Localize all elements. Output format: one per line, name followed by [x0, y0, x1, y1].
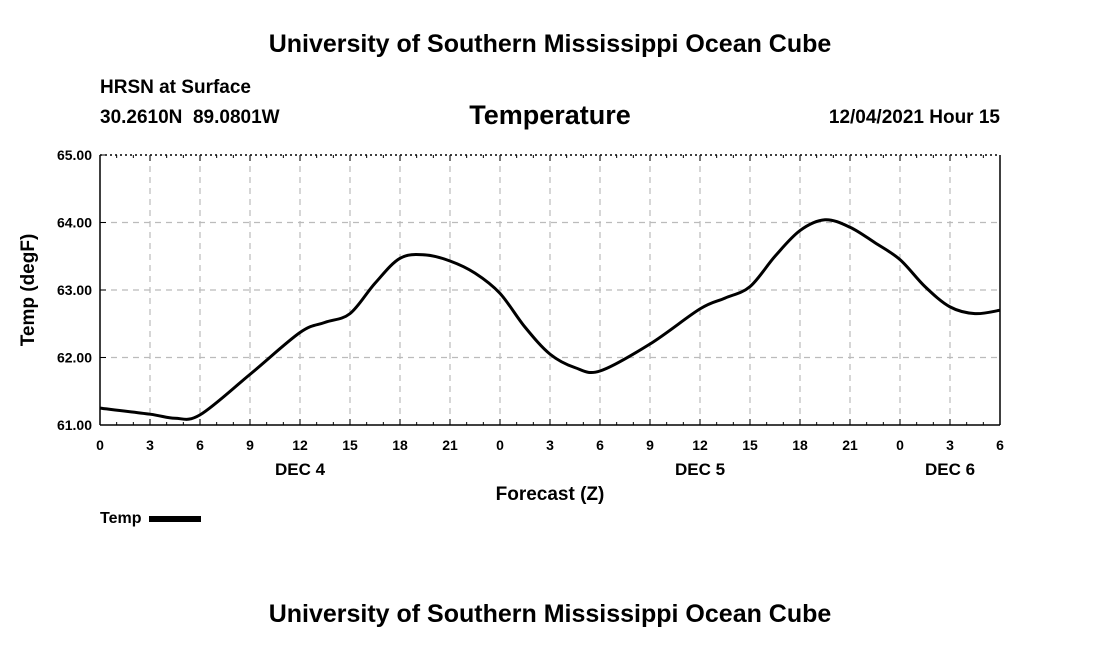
x-tick-label: 18: [792, 437, 808, 453]
y-axis-title: Temp (degF): [18, 234, 39, 347]
x-tick-label: 3: [546, 437, 554, 453]
x-tick-label: 0: [496, 437, 504, 453]
legend-label: Temp: [100, 510, 142, 527]
x-tick-label: 15: [742, 437, 758, 453]
x-tick-label: 12: [692, 437, 708, 453]
footer-title: University of Southern Mississippi Ocean…: [268, 600, 832, 628]
temp-series-line: [99, 218, 1001, 421]
x-tick-label: 21: [842, 437, 858, 453]
x-tick-label: 3: [146, 437, 154, 453]
chart-main-title: University of Southern Mississippi Ocean…: [268, 30, 832, 58]
temperature-chart: 0 3 6 9 12 15 18 21 0 3 6 9 12 15 18 21 0 3 6 61.00 62.00 63.…: [18, 147, 1004, 505]
x-tick-label: 15: [342, 437, 358, 453]
day-label: DEC 4: [275, 460, 326, 479]
y-tick-label: 65.00: [57, 147, 92, 163]
x-tick-label: 3: [946, 437, 954, 453]
x-tick-label: 6: [196, 437, 204, 453]
x-axis-title: Forecast (Z): [496, 484, 605, 505]
day-label: DEC 5: [675, 460, 725, 479]
x-tick-label: 6: [996, 437, 1004, 453]
y-tick-label: 64.00: [57, 215, 92, 231]
x-tick-label: 9: [246, 437, 254, 453]
legend-line-swatch: [149, 516, 202, 522]
station-coordinates: 30.2610N 89.0801W: [100, 107, 280, 128]
x-tick-label: 6: [596, 437, 604, 453]
station-label: HRSN at Surface: [100, 77, 251, 98]
day-label: DEC 6: [925, 460, 975, 479]
legend: Temp: [100, 510, 202, 528]
x-tick-label: 0: [896, 437, 904, 453]
y-tick-label: 63.00: [57, 282, 92, 298]
x-tick-label: 21: [442, 437, 458, 453]
x-tick-label: 9: [646, 437, 654, 453]
y-tick-label: 61.00: [57, 417, 92, 433]
chart-title: Temperature: [469, 100, 631, 130]
x-tick-label: 18: [392, 437, 408, 453]
x-tick-label: 12: [292, 437, 308, 453]
forecast-datetime: 12/04/2021 Hour 15: [828, 107, 1000, 128]
x-tick-label: 0: [96, 437, 104, 453]
y-tick-label: 62.00: [57, 350, 92, 366]
